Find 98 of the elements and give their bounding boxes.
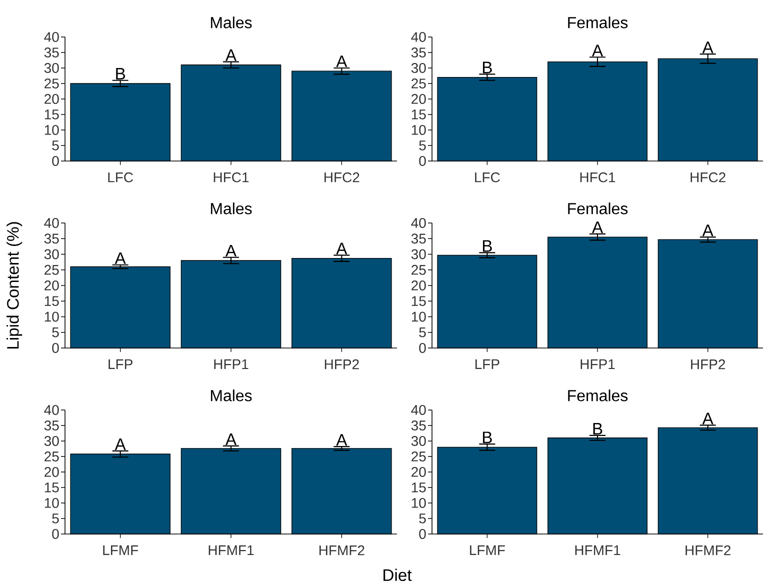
y-tick-label: 20 <box>412 94 426 104</box>
y-tick-label: 40 <box>44 218 59 228</box>
annotation: A <box>702 412 714 424</box>
chart-title: Females <box>568 390 628 402</box>
y-tick-label: 20 <box>44 94 59 104</box>
x-tick-label: HFMF2 <box>686 545 730 556</box>
chart-title: Females <box>568 16 628 28</box>
y-tick-label: 35 <box>44 234 59 244</box>
y-tick-label: 40 <box>44 32 59 42</box>
y-tick-label: 5 <box>419 140 426 150</box>
annotation: A <box>114 438 126 450</box>
annotation: A <box>592 222 604 233</box>
x-tick-label: HFP1 <box>580 359 615 369</box>
y-tick-label: 25 <box>412 452 426 462</box>
y-tick-label: 10 <box>412 312 426 322</box>
y-tick-label: 0 <box>52 529 59 539</box>
y-tick-label: 35 <box>44 48 59 58</box>
y-tick-label: 30 <box>411 436 426 446</box>
annotation: A <box>592 44 604 56</box>
y-tick-label: 10 <box>412 125 426 135</box>
y-tick-label: 25 <box>44 78 59 88</box>
annotation: B <box>482 62 492 74</box>
x-axis-title: Diet <box>384 568 412 582</box>
x-tick-label: HFC2 <box>690 172 726 182</box>
annotation: A <box>225 244 237 256</box>
annotation: A <box>702 42 714 54</box>
annotation: B <box>116 68 126 80</box>
y-tick-label: 15 <box>44 110 59 120</box>
y-tick-label: 20 <box>412 280 426 290</box>
y-tick-label: 35 <box>411 234 426 244</box>
y-tick-label: 25 <box>412 264 426 275</box>
y-tick-label: 0 <box>52 343 59 353</box>
y-tick-label: 5 <box>419 514 426 524</box>
x-tick-label: LFMF <box>470 545 505 555</box>
annotation: A <box>225 49 237 61</box>
annotation: A <box>114 252 126 264</box>
y-tick-label: 0 <box>419 156 426 166</box>
x-tick-label: HFC2 <box>324 172 360 182</box>
y-tick-label: 5 <box>419 327 426 338</box>
x-tick-label: HFMF1 <box>208 545 254 555</box>
y-tick-label: 10 <box>412 498 426 508</box>
y-tick-label: 40 <box>44 405 59 415</box>
y-tick-label: 30 <box>411 249 426 260</box>
y-tick-label: 35 <box>411 48 426 58</box>
y-tick-label: 15 <box>412 296 426 306</box>
x-tick-label: LFC <box>108 172 134 182</box>
y-tick-label: 0 <box>52 156 59 166</box>
annotation: A <box>225 434 237 446</box>
y-tick-label: 15 <box>412 482 426 492</box>
annotation: B <box>482 240 492 252</box>
y-tick-label: 15 <box>44 296 59 306</box>
y-tick-label: 5 <box>52 327 59 338</box>
y-tick-label: 5 <box>52 140 59 150</box>
y-tick-label: 0 <box>419 529 426 539</box>
y-tick-label: 35 <box>44 420 59 430</box>
y-tick-label: 20 <box>412 467 426 477</box>
x-tick-label: LFP <box>475 359 500 369</box>
x-tick-label: LFP <box>108 359 132 369</box>
y-tick-label: 20 <box>44 467 59 477</box>
y-tick-label: 30 <box>44 436 59 446</box>
chart-title: Females <box>568 202 628 214</box>
y-tick-label: 10 <box>44 312 59 322</box>
chart-title: Males <box>210 16 252 28</box>
annotation: B <box>482 432 492 444</box>
y-tick-label: 15 <box>44 482 59 492</box>
annotation: A <box>702 224 714 236</box>
y-tick-label: 5 <box>52 514 59 524</box>
x-tick-label: HFC1 <box>580 172 616 182</box>
chart-title: Males <box>210 390 252 402</box>
y-tick-label: 40 <box>411 218 426 228</box>
annotation: A <box>336 242 348 254</box>
y-tick-label: 30 <box>411 63 426 73</box>
y-tick-label: 30 <box>44 63 59 73</box>
y-tick-label: 25 <box>44 264 59 275</box>
chart-title: Males <box>210 202 252 214</box>
y-axis-title: Lipid Content (%) <box>6 222 22 349</box>
y-tick-label: 40 <box>411 405 426 415</box>
x-tick-label: HFP2 <box>324 359 359 370</box>
y-tick-label: 15 <box>412 110 426 120</box>
annotation: B <box>593 423 602 434</box>
annotation: A <box>336 434 348 446</box>
y-tick-label: 35 <box>411 420 426 430</box>
y-tick-label: 25 <box>44 452 59 462</box>
y-tick-label: 25 <box>412 78 426 88</box>
x-tick-label: HFMF2 <box>319 545 364 556</box>
x-tick-label: HFMF1 <box>575 545 620 555</box>
x-tick-label: HFP1 <box>214 359 248 369</box>
x-tick-label: HFP2 <box>691 359 726 370</box>
y-tick-label: 10 <box>44 125 59 135</box>
annotation: A <box>336 56 348 68</box>
y-tick-label: 30 <box>44 249 59 260</box>
x-tick-label: HFC1 <box>214 172 249 182</box>
x-tick-label: LFC <box>475 172 500 182</box>
y-tick-label: 0 <box>419 343 426 353</box>
x-tick-label: LFMF <box>103 545 138 555</box>
y-tick-label: 10 <box>44 498 59 508</box>
y-tick-label: 20 <box>44 280 59 290</box>
y-tick-label: 40 <box>411 32 426 42</box>
